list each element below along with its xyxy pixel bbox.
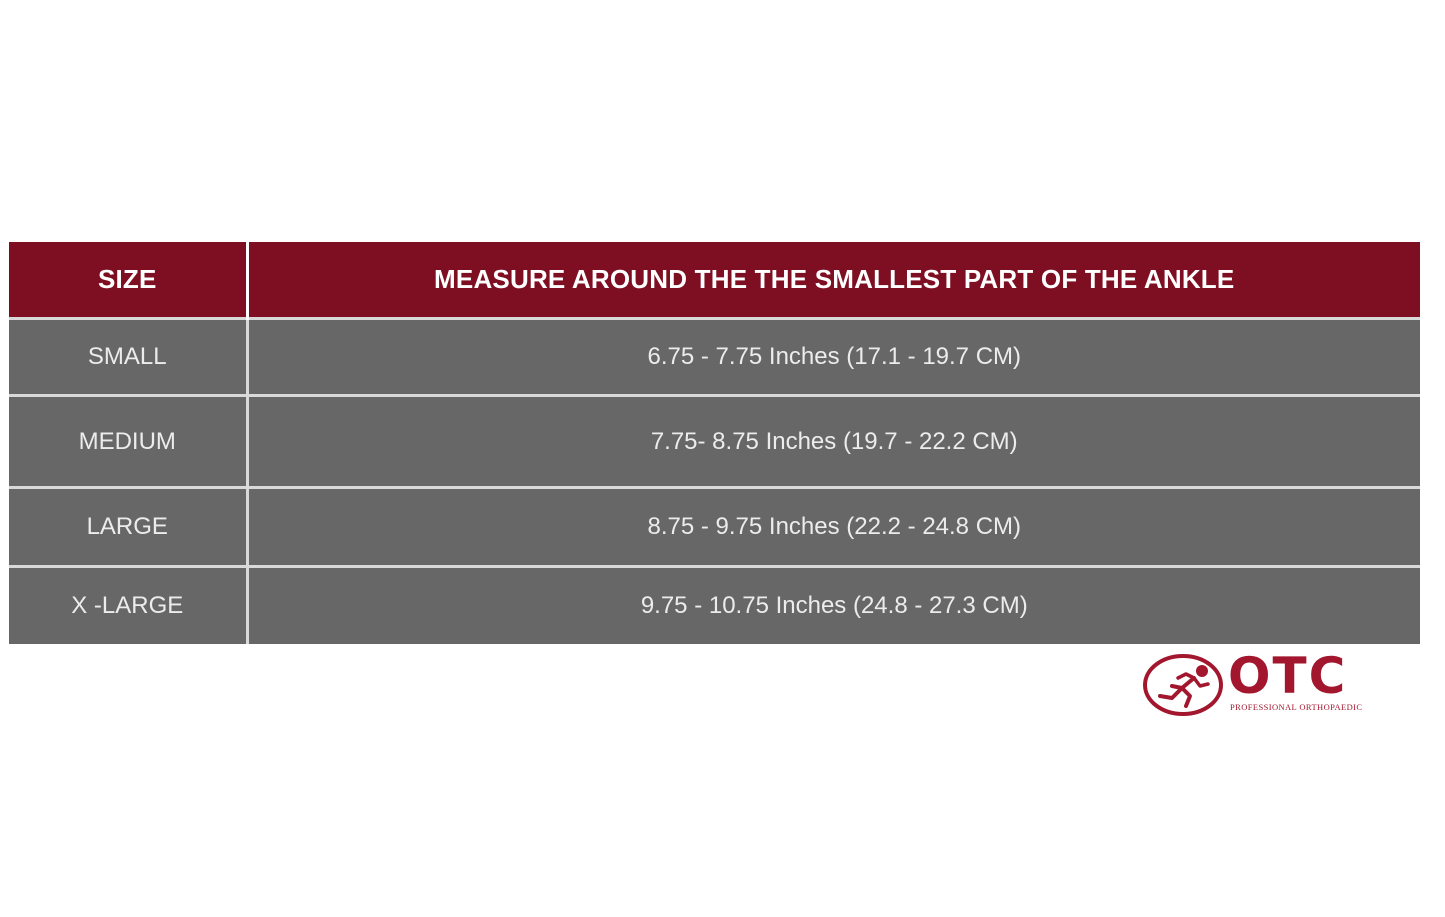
size-chart-table: SIZE MEASURE AROUND THE THE SMALLEST PAR… [9,242,1420,644]
otc-logo: OTC PROFESSIONAL ORTHOPAEDIC [1142,647,1420,718]
table-row: SMALL 6.75 - 7.75 Inches (17.1 - 19.7 CM… [9,317,1420,396]
measure-cell: 9.75 - 10.75 Inches (24.8 - 27.3 CM) [247,565,1420,644]
size-cell: MEDIUM [9,394,249,488]
size-column-header: SIZE [9,242,249,319]
measure-column-header: MEASURE AROUND THE THE SMALLEST PART OF … [247,242,1420,319]
measure-cell: 6.75 - 7.75 Inches (17.1 - 19.7 CM) [247,317,1420,396]
table-row: X -LARGE 9.75 - 10.75 Inches (24.8 - 27.… [9,565,1420,644]
logo-wordmark: OTC [1228,647,1348,705]
size-cell: SMALL [9,317,249,396]
size-cell: LARGE [9,486,249,567]
running-person-icon [1143,654,1223,716]
table-row: LARGE 8.75 - 9.75 Inches (22.2 - 24.8 CM… [9,486,1420,567]
table-header-row: SIZE MEASURE AROUND THE THE SMALLEST PAR… [9,242,1420,319]
measure-cell: 8.75 - 9.75 Inches (22.2 - 24.8 CM) [247,486,1420,567]
logo-tagline: PROFESSIONAL ORTHOPAEDIC [1230,702,1363,712]
size-cell: X -LARGE [9,565,249,644]
table-row: MEDIUM 7.75- 8.75 Inches (19.7 - 22.2 CM… [9,394,1420,488]
measure-cell: 7.75- 8.75 Inches (19.7 - 22.2 CM) [247,394,1420,488]
